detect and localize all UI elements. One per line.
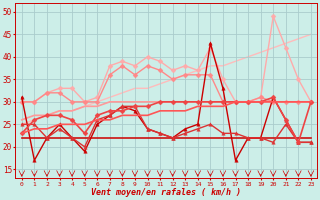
X-axis label: Vent moyen/en rafales ( km/h ): Vent moyen/en rafales ( km/h ) <box>92 188 241 197</box>
